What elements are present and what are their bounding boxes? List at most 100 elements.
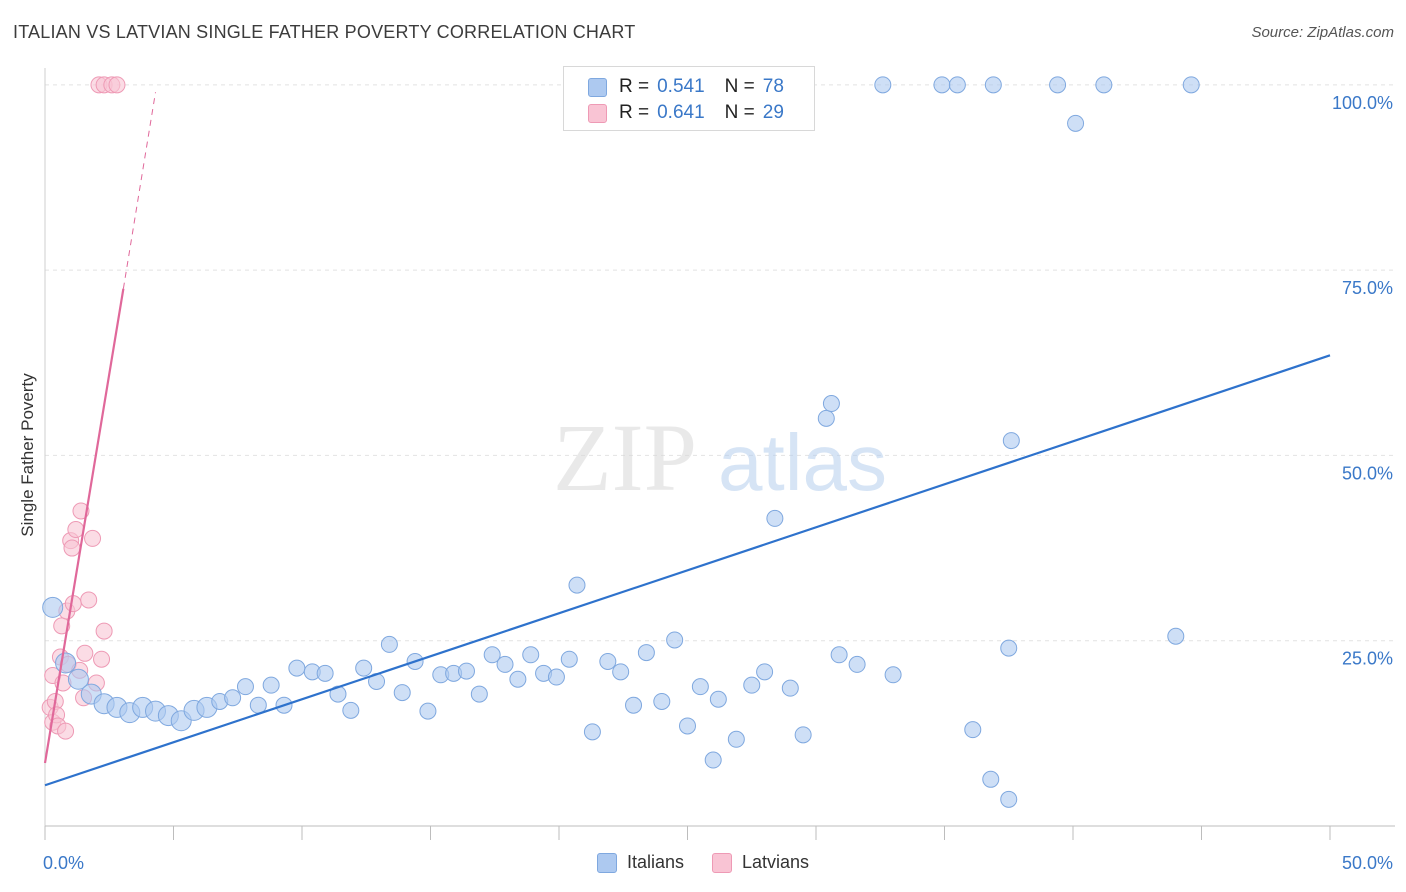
italian-point xyxy=(727,730,745,748)
italian-point xyxy=(1000,790,1018,808)
y-tick-label: 75.0% xyxy=(1342,278,1393,298)
italian-point xyxy=(817,409,835,427)
italian-point xyxy=(653,692,671,710)
y-tick-label: 25.0% xyxy=(1342,649,1393,669)
italian-point xyxy=(948,76,966,94)
italian-point xyxy=(560,650,578,668)
latvians-n-value: 29 xyxy=(762,102,784,123)
italian-point xyxy=(67,668,89,690)
source-label: Source: ZipAtlas.com xyxy=(1251,24,1394,41)
italian-point xyxy=(355,659,373,677)
italian-point xyxy=(964,721,982,739)
latvians-trendline-extension xyxy=(122,92,157,289)
italian-point xyxy=(704,751,722,769)
latvian-point xyxy=(108,76,126,94)
chart-title: ITALIAN VS LATVIAN SINGLE FATHER POVERTY… xyxy=(13,22,636,42)
y-tick-label: 100.0% xyxy=(1332,93,1393,113)
italian-point xyxy=(1000,639,1018,657)
italian-point xyxy=(625,696,643,714)
italian-point xyxy=(316,664,334,682)
italian-point xyxy=(1067,114,1085,132)
italian-point xyxy=(483,646,501,664)
italian-point xyxy=(583,723,601,741)
italian-point xyxy=(637,644,655,662)
legend-item-italians[interactable]: Italians xyxy=(596,852,684,873)
italians-n-label: N = xyxy=(724,76,755,97)
italian-point xyxy=(262,676,280,694)
italian-point xyxy=(496,655,514,673)
italian-point xyxy=(342,701,360,719)
watermark-zip: ZIP xyxy=(553,404,697,511)
italian-point xyxy=(1095,76,1113,94)
italian-point xyxy=(794,726,812,744)
legend-row-latvians: R = 0.641 N = 29 xyxy=(588,101,784,125)
italian-point xyxy=(691,678,709,696)
italians-r-label: R = xyxy=(619,76,650,97)
italian-point xyxy=(666,631,684,649)
legend-row-italians: R = 0.541 N = 78 xyxy=(588,75,784,99)
legend-item-latvians[interactable]: Latvians xyxy=(712,852,809,873)
italians-swatch xyxy=(588,77,607,97)
italian-point xyxy=(822,395,840,413)
italian-point xyxy=(982,770,1000,788)
italian-point xyxy=(743,676,761,694)
italian-point xyxy=(781,679,799,697)
watermark-atlas: atlas xyxy=(718,418,887,507)
italian-point xyxy=(55,652,77,674)
italian-point xyxy=(419,702,437,720)
italian-point xyxy=(984,76,1002,94)
italians-legend-swatch xyxy=(596,852,617,873)
italian-point xyxy=(848,655,866,673)
italian-point xyxy=(42,596,64,618)
latvian-point xyxy=(93,650,111,668)
italian-point xyxy=(1167,627,1185,645)
x-tick-label-start: 0.0% xyxy=(43,853,84,873)
stats-legend: R = 0.541 N = 78 R = 0.641 N = 29 xyxy=(563,66,815,131)
x-tick-label-end: 50.0% xyxy=(1342,853,1393,873)
latvians-r-label: R = xyxy=(619,102,650,123)
latvian-point xyxy=(80,591,98,609)
italian-point xyxy=(1182,76,1200,94)
italian-point xyxy=(380,635,398,653)
italian-point xyxy=(756,663,774,681)
italians-n-value: 78 xyxy=(762,76,784,97)
italian-point xyxy=(884,666,902,684)
latvian-point xyxy=(57,722,75,740)
italian-point xyxy=(547,668,565,686)
latvian-point xyxy=(95,622,113,640)
italian-point xyxy=(830,646,848,664)
italian-point xyxy=(766,509,784,527)
italian-point xyxy=(874,76,892,94)
italian-point xyxy=(709,690,727,708)
italian-point xyxy=(288,659,306,677)
latvian-point xyxy=(63,539,81,557)
latvian-point xyxy=(84,529,102,547)
italian-point xyxy=(568,576,586,594)
latvian-point xyxy=(76,644,94,662)
latvians-r-value: 0.641 xyxy=(657,102,705,123)
y-tick-label: 50.0% xyxy=(1342,463,1393,483)
italian-point xyxy=(224,689,242,707)
italian-point xyxy=(933,76,951,94)
italian-point xyxy=(509,670,527,688)
italian-point xyxy=(522,646,540,664)
italian-point xyxy=(236,678,254,696)
italian-point xyxy=(1049,76,1067,94)
latvians-n-label: N = xyxy=(724,102,755,123)
latvian-point xyxy=(53,617,71,635)
italian-point xyxy=(457,662,475,680)
italian-point xyxy=(599,652,617,670)
latvian-point xyxy=(67,521,85,539)
italian-point xyxy=(679,717,696,735)
series-legend: Italians Latvians xyxy=(0,852,1406,873)
italian-point xyxy=(249,696,267,714)
italians-trendline xyxy=(44,354,1331,787)
latvians-legend-label: Latvians xyxy=(742,852,810,872)
italian-point xyxy=(393,684,411,702)
italians-r-value: 0.541 xyxy=(657,76,705,97)
latvians-swatch xyxy=(588,103,607,123)
italian-point xyxy=(1002,432,1020,450)
italians-legend-label: Italians xyxy=(626,852,684,872)
latvians-trendline xyxy=(43,288,125,764)
